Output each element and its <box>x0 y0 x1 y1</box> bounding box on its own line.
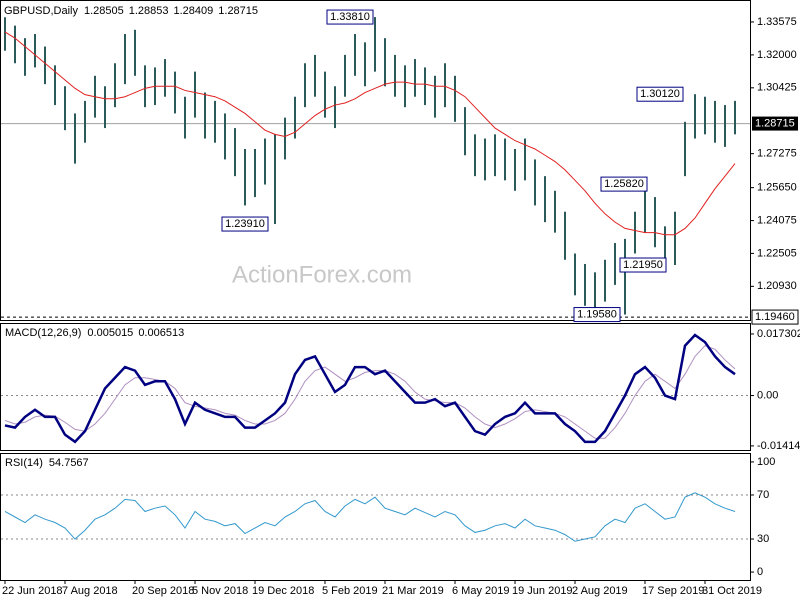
level-box <box>751 309 799 325</box>
readout-value: 1.28853 <box>129 5 169 17</box>
x-tick-label: 19 Jun 2019 <box>512 585 573 597</box>
x-tick-label: 20 Sep 2018 <box>132 585 194 597</box>
panel-title: RSI(14) <box>5 457 43 469</box>
y-tick-label: 1.24075 <box>757 214 797 226</box>
x-tick-label: 5 Feb 2019 <box>322 585 378 597</box>
y-tick-label: 0 <box>757 566 763 578</box>
x-tick-label: 31 Oct 2019 <box>702 585 762 597</box>
y-tick-label: 100 <box>757 456 775 468</box>
readout-value: 0.005015 <box>87 327 133 339</box>
series-line <box>4 333 736 444</box>
y-tick-label: 1.25650 <box>757 182 797 194</box>
annotation-label: 1.21950 <box>623 259 663 271</box>
current-price-label: 1.28715 <box>755 117 795 129</box>
readout-value: 1.28505 <box>84 5 124 17</box>
y-tick-label: 0.017302 <box>757 328 800 340</box>
readout-value: 0.006513 <box>138 327 184 339</box>
rsi-panel <box>0 453 751 581</box>
readout-value: 1.28715 <box>218 5 258 17</box>
annotation-box <box>600 176 648 192</box>
annotation-box <box>221 216 269 232</box>
annotation-label: 1.19580 <box>577 308 617 320</box>
current-price-box <box>752 116 798 131</box>
readout-value: 1.28409 <box>174 5 214 17</box>
annotation-label: 1.25820 <box>604 178 644 190</box>
readout-value: 54.7567 <box>49 457 89 469</box>
series-line <box>4 31 736 236</box>
y-tick-label: 30 <box>757 533 769 545</box>
annotation-box <box>619 257 667 273</box>
annotation-box <box>636 86 684 102</box>
x-tick-label: 17 Sep 2019 <box>642 585 704 597</box>
y-tick-label: -0.014148 <box>757 440 800 452</box>
annotation-label: 1.30120 <box>640 88 680 100</box>
annotation-box <box>326 9 374 25</box>
y-tick-label: 0.00 <box>757 389 778 401</box>
x-tick-label: 5 Nov 2018 <box>192 585 248 597</box>
x-tick-label: 7 Aug 2018 <box>62 585 118 597</box>
y-tick-label: 1.27275 <box>757 148 797 160</box>
panel-title: GBPUSD,Daily <box>4 5 78 17</box>
y-tick-label: 1.20930 <box>757 280 797 292</box>
price-panel <box>0 0 751 321</box>
x-tick-label: 2 Aug 2019 <box>572 585 628 597</box>
y-tick-label: 1.32000 <box>757 49 797 61</box>
y-tick-label: 70 <box>757 489 769 501</box>
x-tick-label: 19 Dec 2018 <box>252 585 314 597</box>
annotation-label: 1.23910 <box>225 218 265 230</box>
y-tick-label: 1.30425 <box>757 82 797 94</box>
annotation-label: 1.33810 <box>330 11 370 23</box>
panel-title: MACD(12,26,9) <box>5 327 81 339</box>
x-tick-label: 22 Jun 2018 <box>2 585 63 597</box>
y-tick-label: 1.22505 <box>757 247 797 259</box>
x-tick-label: 6 May 2019 <box>452 585 509 597</box>
y-tick-label: 1.33575 <box>757 16 797 28</box>
watermark: ActionForex.com <box>232 261 412 288</box>
level-label: 1.19460 <box>755 311 795 323</box>
macd-panel <box>0 323 751 451</box>
x-tick-label: 21 Mar 2019 <box>382 585 444 597</box>
annotation-box <box>573 307 621 323</box>
series-line <box>4 492 736 542</box>
